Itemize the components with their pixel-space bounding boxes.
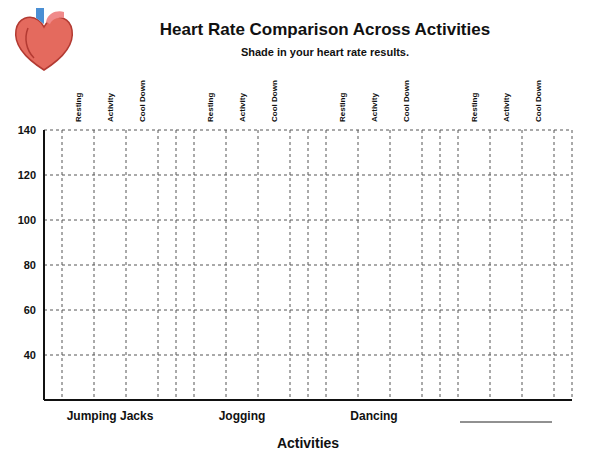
svg-text:Activity: Activity	[238, 93, 247, 122]
svg-text:Cool Down: Cool Down	[402, 80, 411, 122]
svg-text:80: 80	[24, 259, 36, 271]
html-text:Heart Rate Comparison Across A: Heart Rate Comparison Across Activities	[159, 20, 491, 39]
svg-text:Resting: Resting	[470, 93, 479, 122]
svg-text:Dancing: Dancing	[350, 409, 397, 423]
svg-text:Activity: Activity	[502, 93, 511, 122]
svg-text:Resting: Resting	[74, 93, 83, 122]
svg-text:Cool Down: Cool Down	[138, 80, 147, 122]
html-text:Shade in your heart rate resul: Shade in your heart rate results.	[240, 46, 410, 58]
svg-text:Activity: Activity	[106, 93, 115, 122]
svg-text:Jogging: Jogging	[219, 409, 266, 423]
svg-text:Resting: Resting	[206, 93, 215, 122]
svg-text:Activities: Activities	[277, 435, 339, 451]
svg-text:Cool Down: Cool Down	[270, 80, 279, 122]
svg-text:60: 60	[24, 304, 36, 316]
svg-text:120: 120	[18, 169, 36, 181]
svg-text:Resting: Resting	[338, 93, 347, 122]
svg-text:Activity: Activity	[370, 93, 379, 122]
svg-text:100: 100	[18, 214, 36, 226]
svg-text:140: 140	[18, 124, 36, 136]
svg-text:Jumping Jacks: Jumping Jacks	[67, 409, 154, 423]
svg-text:40: 40	[24, 349, 36, 361]
svg-text:Cool Down: Cool Down	[534, 80, 543, 122]
